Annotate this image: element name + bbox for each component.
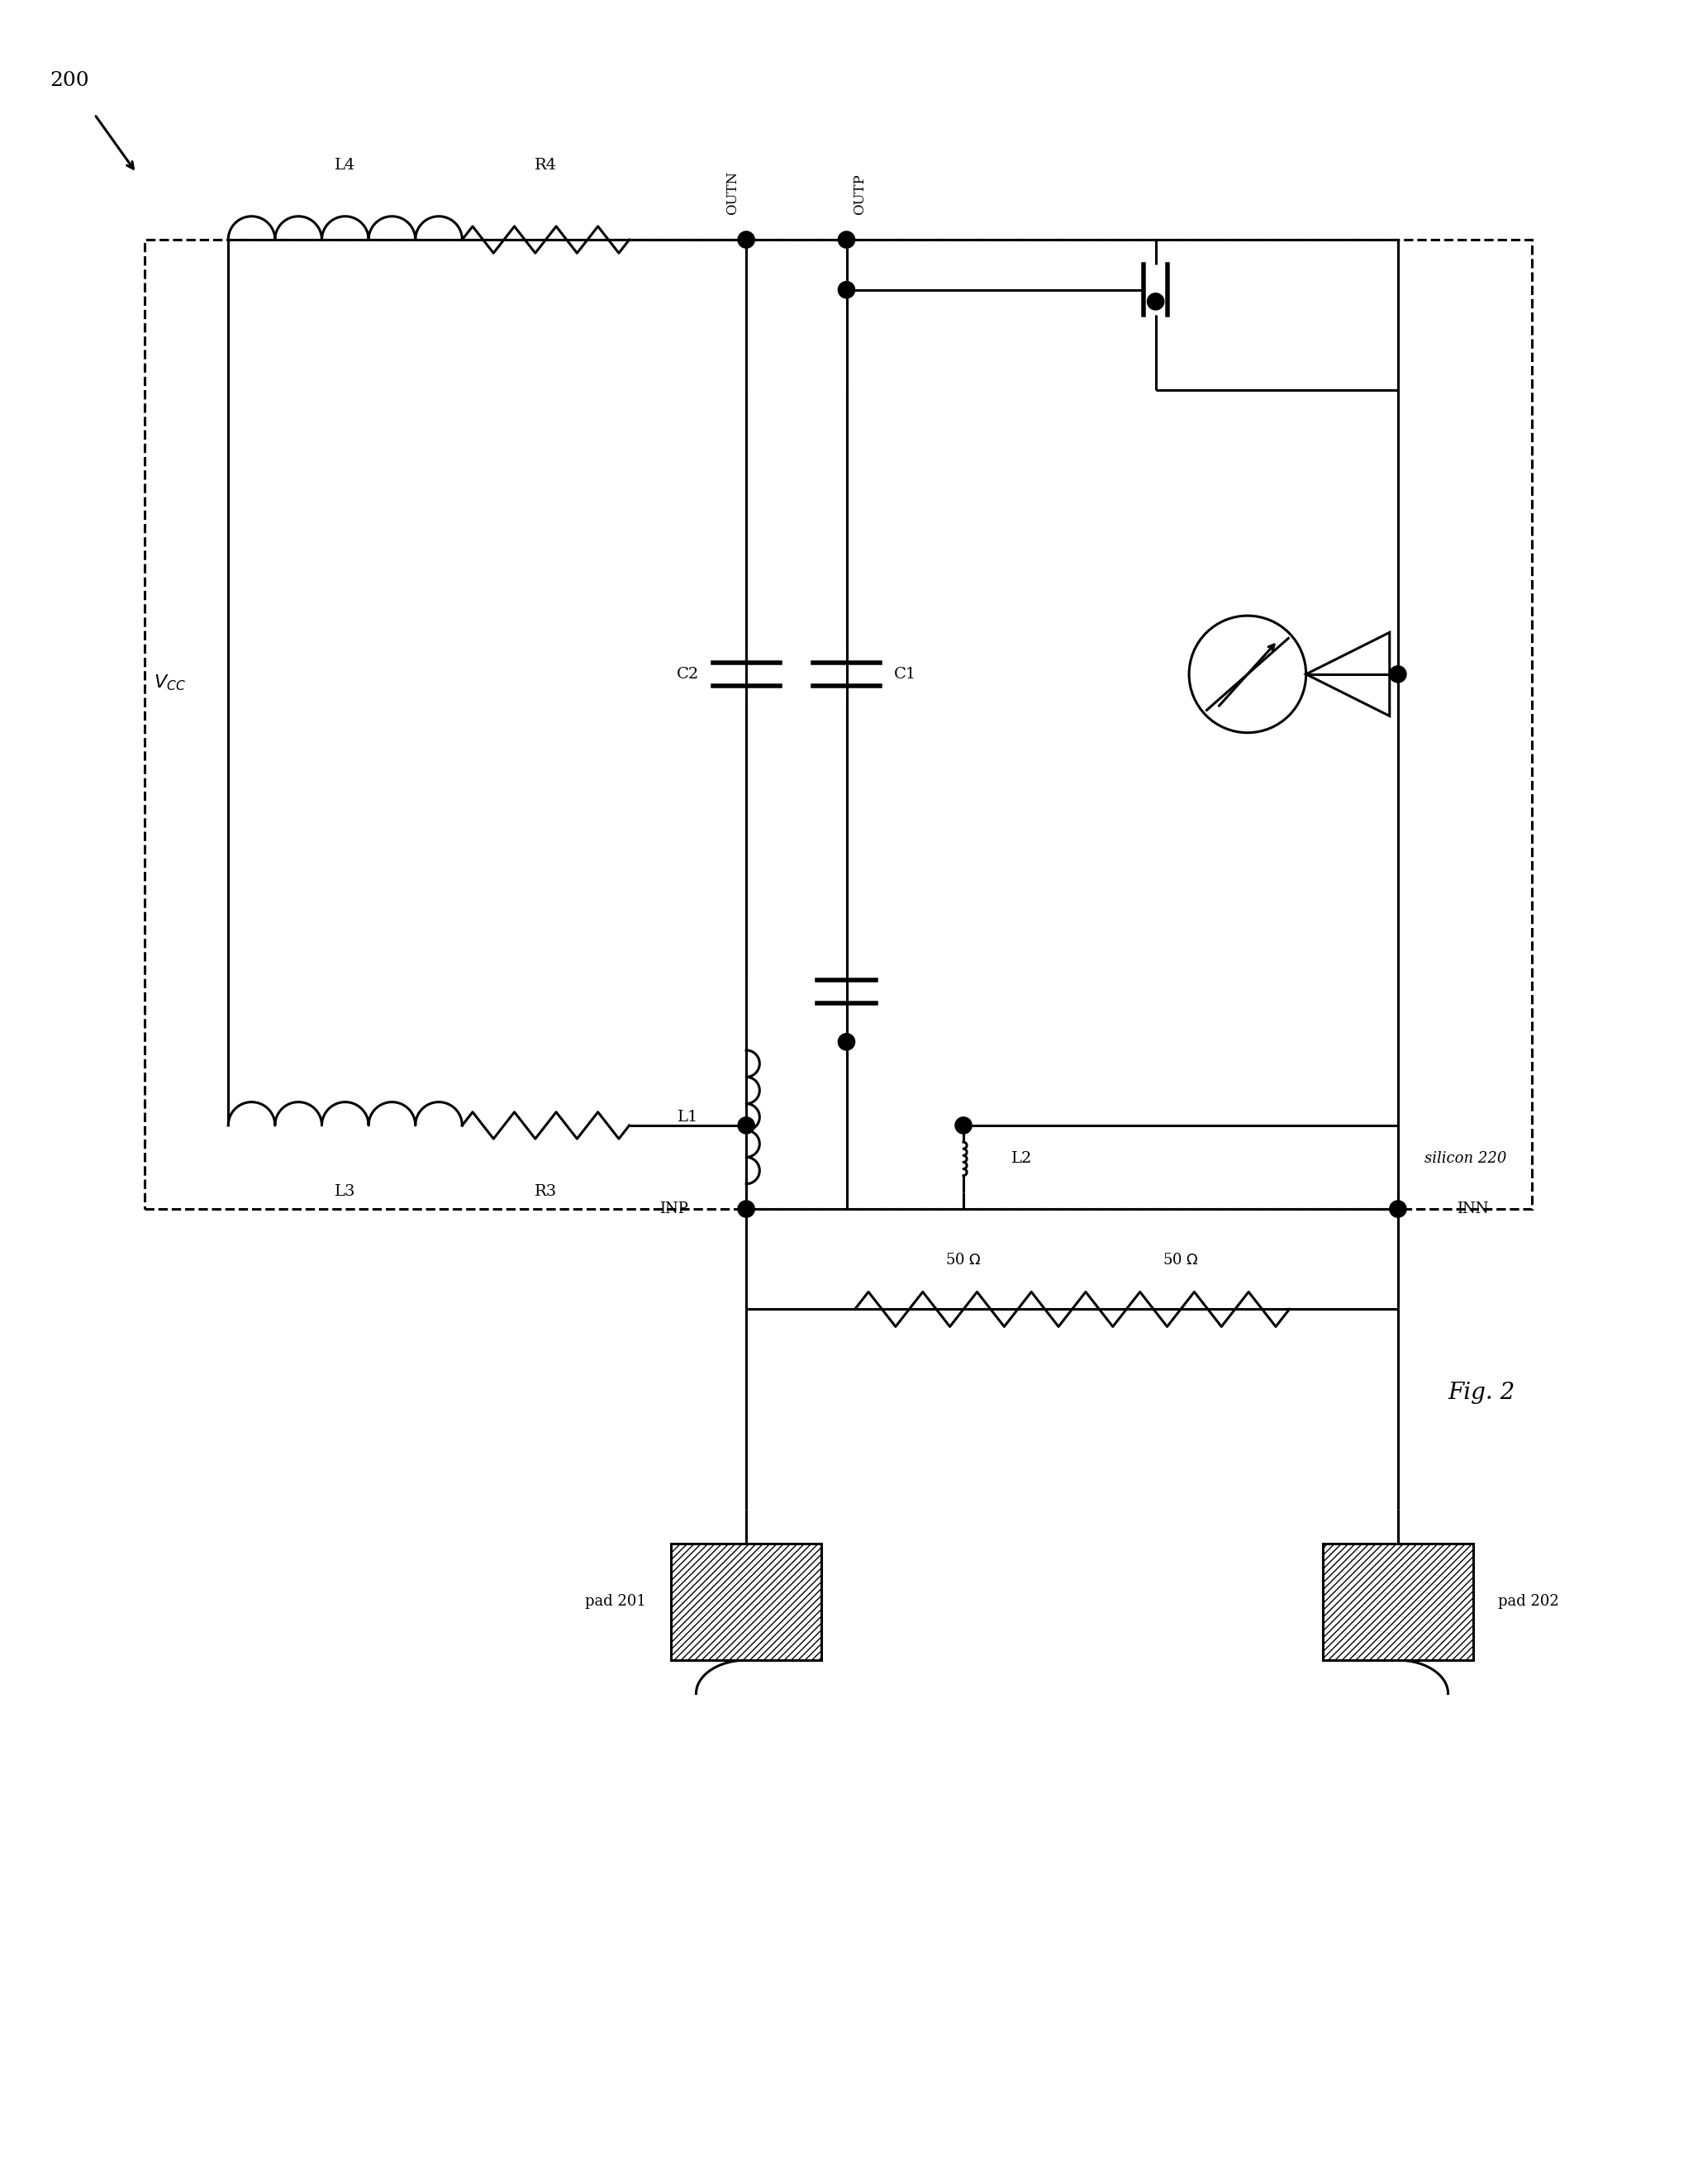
Text: C2: C2 xyxy=(677,666,699,681)
Text: C1: C1 xyxy=(894,666,916,681)
Text: R3: R3 xyxy=(535,1184,557,1199)
Circle shape xyxy=(738,232,755,249)
Circle shape xyxy=(1390,666,1407,684)
Text: silicon 220: silicon 220 xyxy=(1424,1151,1507,1166)
Text: $V_{CC}$: $V_{CC}$ xyxy=(154,673,186,692)
Text: L3: L3 xyxy=(335,1184,356,1199)
Circle shape xyxy=(838,282,855,299)
Circle shape xyxy=(955,1116,972,1133)
Circle shape xyxy=(838,232,855,249)
Text: pad 201: pad 201 xyxy=(586,1594,647,1610)
Bar xyxy=(1322,1544,1473,1660)
Bar xyxy=(670,1544,821,1660)
Circle shape xyxy=(1390,1201,1407,1216)
Text: L1: L1 xyxy=(677,1109,698,1125)
Text: 50 $\Omega$: 50 $\Omega$ xyxy=(1163,1254,1199,1267)
Text: OUTP: OUTP xyxy=(853,173,867,214)
Text: L4: L4 xyxy=(335,157,356,173)
Text: pad 202: pad 202 xyxy=(1498,1594,1559,1610)
Text: Fig. 2: Fig. 2 xyxy=(1448,1382,1515,1404)
Text: R4: R4 xyxy=(535,157,557,173)
Text: OUTN: OUTN xyxy=(726,170,740,214)
Circle shape xyxy=(838,1033,855,1051)
Text: L2: L2 xyxy=(1011,1151,1033,1166)
Text: 200: 200 xyxy=(49,72,90,90)
Text: 50 $\Omega$: 50 $\Omega$ xyxy=(945,1254,982,1267)
Circle shape xyxy=(738,1201,755,1216)
Circle shape xyxy=(1148,293,1165,310)
Text: INP: INP xyxy=(659,1201,687,1216)
Circle shape xyxy=(738,1116,755,1133)
Text: INN: INN xyxy=(1456,1201,1488,1216)
